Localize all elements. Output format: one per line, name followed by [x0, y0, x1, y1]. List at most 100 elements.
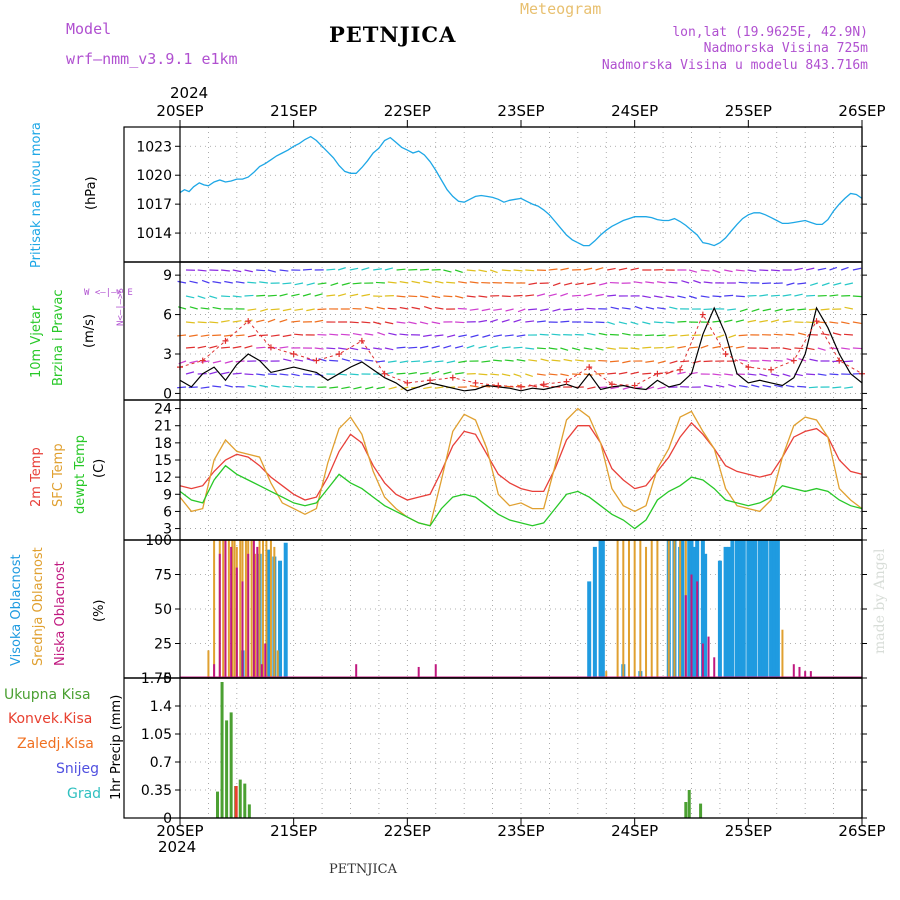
precip-bar-0 [225, 720, 229, 818]
wind-barb [785, 333, 795, 336]
y-tick-label-precip: 1.05 [141, 727, 172, 743]
wind-barb [785, 308, 795, 312]
wind-gust-point [745, 364, 752, 371]
wind-barb [703, 384, 713, 388]
wind-barb [525, 320, 535, 323]
y-tick-label-temperature: 15 [154, 453, 172, 469]
wind-barb [656, 281, 666, 284]
wind-gust-point [722, 351, 729, 357]
wind-barb [817, 373, 827, 376]
wind-barb [189, 280, 198, 284]
wind-barb [808, 386, 818, 389]
wind-barb [681, 280, 690, 284]
wind-barb [630, 347, 640, 350]
wind-barb [341, 386, 350, 390]
x-tick-label-bottom: 25SEP [725, 822, 772, 840]
cloud-bar-0 [283, 542, 288, 678]
outer-frame [123, 126, 863, 819]
wind-barb [595, 321, 605, 324]
wind-barb [279, 293, 288, 297]
year-label-top: 2024 [170, 84, 209, 102]
wind-barb [817, 267, 827, 271]
cloud-bar-2 [707, 636, 710, 678]
cloud-bar-0 [703, 553, 708, 678]
wind-barb [399, 333, 409, 336]
wind-barb [609, 333, 619, 336]
wind-barb [376, 360, 385, 363]
wind-barb [782, 347, 792, 351]
cloud-bar-1 [627, 540, 630, 678]
pressure-series-line [179, 135, 863, 247]
wind-barb [235, 281, 245, 284]
cloud-bar-0 [700, 540, 705, 678]
wind-barb [832, 332, 842, 336]
wind-barb [352, 332, 362, 336]
wind-barb [212, 281, 222, 284]
wind-barb [770, 294, 780, 297]
wind-barb [247, 281, 257, 284]
wind-barb [478, 295, 488, 298]
wind-barb [375, 281, 385, 284]
wind-barb [349, 293, 359, 297]
wind-barb [528, 308, 538, 311]
wind-barb [490, 373, 500, 376]
y-tick-label-precip: 0.7 [150, 755, 172, 771]
wind-barb [852, 295, 862, 298]
wind-barb [197, 295, 206, 299]
wind-barb [618, 267, 628, 271]
wind-barb [177, 334, 187, 337]
wind-barb [841, 321, 850, 325]
wind-barb [361, 321, 371, 324]
wind-barb [560, 292, 569, 297]
cloud-bar-1 [639, 540, 642, 678]
wind-barb [609, 360, 619, 363]
wind-barb [364, 359, 374, 362]
wind-barb [829, 266, 838, 271]
wind-barb [349, 267, 359, 271]
wind-barb [821, 282, 830, 287]
wind-barb [539, 333, 549, 336]
wind-barb [794, 267, 803, 271]
wind-barb [200, 334, 210, 337]
wind-barb [232, 345, 242, 349]
wind-barb [525, 373, 533, 378]
y-tick-label-precip: 1.75 [141, 671, 172, 687]
cloud-bar-1 [233, 540, 236, 678]
wind-gust-point [518, 383, 524, 390]
wind-barb [563, 358, 573, 362]
cloud-bar-0 [680, 540, 685, 678]
wind-barb [598, 332, 608, 336]
compass-we-label: W <—|—> E [84, 288, 133, 298]
wind-barb [220, 319, 230, 323]
wind-barb [260, 308, 269, 312]
wind-barb [782, 373, 791, 377]
wind-barb [247, 384, 257, 388]
wind-barb [739, 308, 748, 312]
wind-barb [185, 346, 195, 349]
wind-barb [387, 281, 397, 284]
wind-barb [396, 295, 406, 298]
cloud-bar-0 [764, 540, 769, 678]
wind-barb [551, 333, 561, 336]
wind-gust-point [608, 381, 615, 388]
meteogram-label: Meteogram [520, 0, 602, 18]
wind-barb [689, 346, 698, 349]
wind-barb [454, 345, 464, 349]
cloud-bar-1 [781, 629, 784, 678]
wind-barb [657, 307, 666, 310]
wind-barb [384, 267, 394, 271]
wind-barb [197, 321, 207, 324]
wind-barb [773, 333, 783, 336]
wind-barb [244, 269, 253, 273]
wind-barb [607, 321, 615, 325]
wind-barb [364, 333, 374, 336]
cloud-mid-label: Srednja Oblacnost [31, 547, 46, 666]
wind-barb [653, 295, 663, 299]
wind-barb [551, 359, 561, 362]
wind-barb [270, 334, 280, 337]
wind-barb [302, 293, 311, 297]
wind-barb [809, 358, 818, 362]
cloud-bar-2 [260, 664, 263, 678]
wind-barb [560, 267, 569, 271]
precip-bar-0 [684, 802, 688, 818]
